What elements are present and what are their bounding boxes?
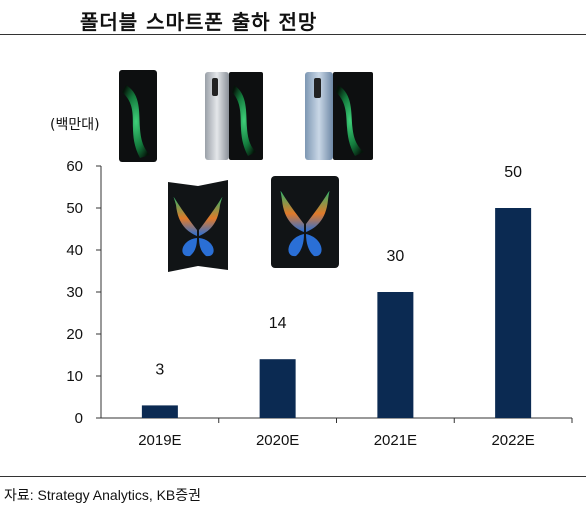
y-tick-label: 50 xyxy=(66,200,83,217)
y-tick-label: 20 xyxy=(66,326,83,343)
x-tick-label: 2022E xyxy=(491,432,534,449)
y-tick-label: 40 xyxy=(66,242,83,259)
top-divider xyxy=(0,34,586,35)
data-label: 30 xyxy=(386,248,404,265)
bottom-divider xyxy=(0,476,586,477)
data-label: 14 xyxy=(269,315,287,332)
y-tick-label: 30 xyxy=(66,284,83,301)
y-tick-label: 0 xyxy=(75,410,83,427)
data-label: 3 xyxy=(155,361,164,378)
bar-2021E xyxy=(377,292,414,418)
phone-open-butterfly-image xyxy=(168,180,228,272)
y-tick-label: 60 xyxy=(66,158,83,175)
x-tick-label: 2019E xyxy=(138,432,181,449)
phone-folded-blue-image xyxy=(305,72,373,160)
x-tick-label: 2021E xyxy=(374,432,417,449)
phone-open-front-image xyxy=(271,176,339,268)
x-tick-label: 2020E xyxy=(256,432,299,449)
phone-folded-black-image xyxy=(119,70,157,162)
y-axis-unit-label: (백만대) xyxy=(50,117,100,133)
phone-folded-silver-image xyxy=(205,72,263,160)
bar-2022E xyxy=(495,208,532,418)
source-note: 자료: Strategy Analytics, KB증권 xyxy=(4,487,202,503)
y-tick-label: 10 xyxy=(66,368,83,385)
chart-title: 폴더블 스마트폰 출하 전망 xyxy=(80,10,318,34)
bar-2019E xyxy=(141,405,178,418)
bar-2020E xyxy=(259,359,296,418)
data-label: 50 xyxy=(504,164,522,181)
